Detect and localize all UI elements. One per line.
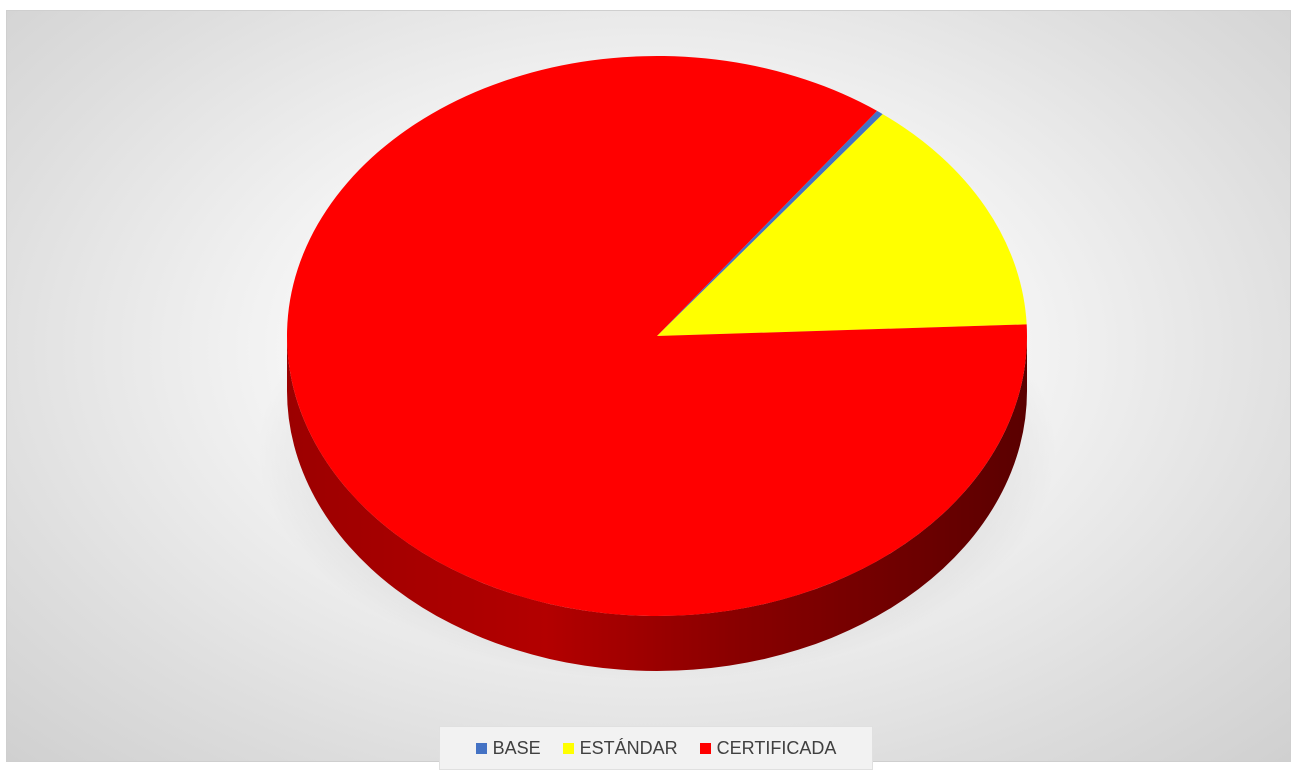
pie-side xyxy=(287,336,1027,671)
legend-item-base: BASE xyxy=(475,737,541,759)
legend-label-base: BASE xyxy=(492,737,541,758)
legend-item-certificada: CERTIFICADA xyxy=(699,737,837,759)
legend-item-estandar: ESTÁNDAR xyxy=(562,737,678,759)
legend-swatch-estandar xyxy=(562,742,574,754)
pie-top xyxy=(287,56,1027,616)
pie-chart xyxy=(257,56,1057,681)
legend: BASE ESTÁNDAR CERTIFICADA xyxy=(439,726,873,770)
pie-slice-estandar xyxy=(657,114,1027,337)
pie-slice-base xyxy=(657,110,883,337)
chart-area: BASE ESTÁNDAR CERTIFICADA xyxy=(6,10,1291,770)
legend-label-certificada: CERTIFICADA xyxy=(716,737,837,758)
legend-label-estandar: ESTÁNDAR xyxy=(579,737,678,758)
legend-swatch-base xyxy=(475,742,487,754)
pie-side-wall xyxy=(287,336,1027,671)
pie-slice-certificada xyxy=(287,56,1027,616)
legend-swatch-certificada xyxy=(699,742,711,754)
